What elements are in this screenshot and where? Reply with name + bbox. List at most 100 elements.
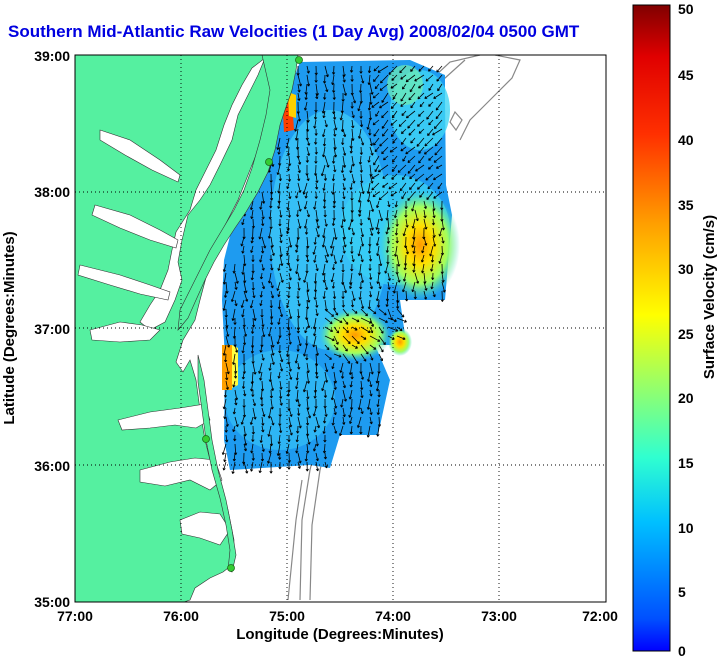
velocity-arrow [259,272,264,280]
velocity-arrow [371,101,380,108]
velocity-arrow [324,155,330,168]
velocity-arrow [339,362,344,373]
velocity-arrow [324,308,334,317]
velocity-arrow [435,164,443,169]
velocity-arrow [314,182,319,190]
velocity-arrow [269,191,274,201]
velocity-arrow [279,254,284,267]
velocity-arrow [396,272,401,283]
velocity-arrow [315,218,320,229]
velocity-arrow [372,191,380,198]
velocity-arrow [359,281,363,290]
velocity-arrow [323,209,327,218]
velocity-arrow [315,308,319,317]
velocity-arrow [360,236,365,247]
velocity-arrow [369,83,374,95]
velocity-arrow [250,461,254,472]
velocity-arrow [374,146,380,153]
velocity-arrow [426,110,434,120]
velocity-arrow [333,254,338,265]
velocity-arrow [225,326,230,337]
velocity-arrow [410,137,416,144]
velocity-arrow [434,119,443,129]
velocity-arrow [250,443,254,454]
velocity-arrow [305,416,310,426]
velocity-arrow [315,371,319,379]
velocity-arrow [251,255,255,263]
velocity-arrow [279,308,284,318]
velocity-arrow [376,299,381,308]
velocity-arrow [249,299,254,309]
velocity-arrow [369,353,374,361]
colorbar-tick: 10 [678,520,694,536]
velocity-arrow [288,308,293,320]
velocity-arrow [331,263,336,271]
velocity-arrow [333,317,343,323]
velocity-arrow [277,317,281,325]
velocity-arrow [224,353,228,363]
velocity-arrow [410,65,416,72]
velocity-arrow [414,209,419,222]
velocity-arrow [401,110,407,116]
velocity-arrow [342,209,346,223]
velocity-arrow [414,74,425,82]
velocity-arrow [378,191,389,201]
velocity-arrow [279,389,283,399]
y-tick-label: 36:00 [34,458,70,474]
velocity-arrow [279,362,284,372]
velocity-arrow [288,407,293,417]
velocity-arrow [288,425,293,436]
velocity-arrow [341,137,345,146]
velocity-arrow [225,317,229,328]
velocity-arrow [269,299,273,309]
colorbar-tick: 50 [678,1,694,17]
velocity-arrow [243,272,247,284]
velocity-arrow [297,173,301,182]
velocity-arrow [369,344,377,350]
velocity-arrow [270,380,275,391]
velocity-arrow [376,227,381,235]
velocity-arrow [351,110,355,119]
velocity-arrow [306,146,311,156]
velocity-arrow [240,236,245,247]
velocity-arrow [368,110,373,121]
velocity-arrow [242,398,246,408]
velocity-arrow [409,173,416,180]
velocity-arrow [394,200,398,208]
velocity-arrow [341,299,345,308]
velocity-arrow [287,281,292,290]
velocity-arrow [433,191,443,199]
velocity-arrow [252,308,257,321]
velocity-arrow [376,425,380,437]
velocity-arrow [367,209,371,221]
velocity-arrow [423,209,427,219]
velocity-arrow [332,290,337,300]
velocity-arrow [304,227,309,235]
velocity-arrow [267,425,272,437]
velocity-arrow [305,155,309,163]
velocity-arrow [286,200,290,211]
velocity-arrow [360,317,372,324]
velocity-arrow [306,281,310,293]
velocity-arrow [333,425,338,434]
velocity-arrow [242,335,247,346]
velocity-arrow [349,146,353,154]
velocity-arrow [297,164,301,174]
velocity-arrow [407,164,416,174]
velocity-arrow [261,209,265,220]
velocity-arrow [349,425,353,435]
velocity-arrow [357,101,362,112]
velocity-arrow [314,137,318,145]
velocity-arrow [348,389,353,400]
velocity-arrow [368,236,372,247]
velocity-arrow [369,362,374,375]
velocity-arrow [286,389,291,397]
station-marker [295,56,303,64]
velocity-arrow [367,245,372,254]
velocity-arrow [369,146,374,156]
velocity-arrow [433,155,443,163]
velocity-arrow [224,425,228,433]
velocity-arrow [261,191,266,204]
velocity-arrow [408,128,416,136]
